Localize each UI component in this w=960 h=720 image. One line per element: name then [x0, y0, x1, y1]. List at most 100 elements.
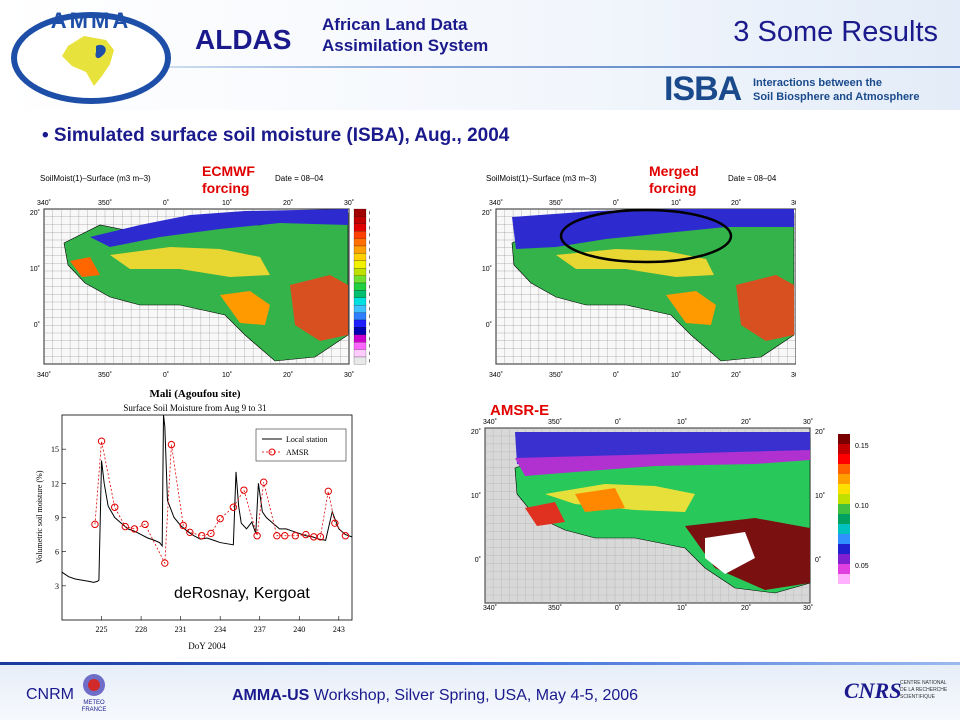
lat-ticks: 20˚ 10˚ 0˚ — [482, 209, 492, 329]
x-tick-label: 225 — [96, 625, 108, 634]
colorbar-label: 0.15 — [855, 443, 869, 450]
amsr-point — [91, 520, 99, 529]
highlight-ellipse — [559, 208, 733, 264]
amsr-point — [167, 440, 176, 449]
colorbar-label: 0.00 — [369, 358, 370, 365]
workshop-details: Workshop, Silver Spring, USA, May 4-5, 2… — [309, 687, 639, 704]
lon-tick-label: 340˚ — [489, 371, 503, 379]
colorbar-swatch — [838, 544, 850, 554]
colorbar-swatch — [353, 334, 367, 343]
amsr-point — [229, 503, 238, 511]
header-divider — [0, 66, 960, 68]
colorbar-label: 0.04 — [369, 343, 370, 350]
svg-text:Date = 08–04: Date = 08–04 — [728, 174, 777, 183]
merged-soil-moisture-map: SoilMoist(1)–Surface (m3 m–3) Date = 08–… — [482, 174, 796, 379]
lon-tick-label: 30˚ — [791, 371, 796, 379]
lon-tick-label: 20˚ — [731, 371, 741, 379]
colorbar-swatch — [838, 524, 850, 534]
x-axis-label: DoY 2004 — [188, 641, 226, 651]
lon-ticks-top: 340˚ 350˚ 0˚ 10˚ 20˚ 30˚ — [483, 418, 813, 426]
x-tick-label: 234 — [214, 625, 226, 634]
lon-tick-label: 30˚ — [344, 199, 354, 207]
lon-tick-label: 0˚ — [613, 199, 619, 207]
isba-subtitle: Interactions between the Soil Biosphere … — [753, 77, 920, 103]
x-tick-label: 228 — [135, 625, 147, 634]
y-tick-label: 6 — [55, 548, 59, 557]
colorbar-swatch — [353, 223, 367, 232]
colorbar-swatch — [353, 297, 367, 306]
x-tick-label: 240 — [293, 625, 305, 634]
amsr-point — [324, 487, 332, 496]
colorbar-swatch — [353, 327, 367, 335]
lon-tick-label: 30˚ — [344, 371, 354, 379]
lon-tick-label: 350˚ — [548, 604, 562, 612]
footer — [0, 665, 960, 720]
lon-tick-label: 10˚ — [677, 418, 687, 426]
colorbar-label: 0.08 — [369, 328, 370, 335]
colorbar-swatch — [353, 312, 367, 321]
svg-text:SoilMoist(1)–Surface (m3 m–3): SoilMoist(1)–Surface (m3 m–3) — [486, 174, 597, 183]
colorbar-swatch — [838, 574, 850, 584]
x-tick-label: 231 — [175, 625, 187, 634]
lat-tick-label: 0˚ — [815, 556, 821, 564]
lon-ticks-top: 340˚ 350˚ 0˚ 10˚ 20˚ 30˚ — [489, 199, 796, 207]
svg-text:CENTRE NATIONAL: CENTRE NATIONAL — [900, 680, 947, 686]
lat-tick-label: 10˚ — [815, 492, 825, 500]
legend: Local station AMSR — [255, 428, 347, 462]
lon-ticks-bottom: 340˚ 350˚ 0˚ 10˚ 20˚ 30˚ — [483, 604, 813, 612]
lon-tick-label: 350˚ — [549, 199, 563, 207]
colorbar-label: 0.32 — [369, 240, 370, 247]
colorbar-label: 0.26 — [369, 262, 370, 269]
amsr-point — [186, 528, 194, 537]
svg-text:SoilMoist(1)–Surface (m3 m–3): SoilMoist(1)–Surface (m3 m–3) — [40, 174, 151, 183]
amsr-point — [281, 532, 289, 540]
colorbar-swatch — [353, 238, 367, 247]
amsr-point — [198, 532, 206, 540]
workshop-name: AMMA-US — [232, 687, 310, 704]
colorbar-label: 0.36 — [369, 225, 370, 232]
chart-title: Mali (Agoufou site) — [149, 388, 240, 400]
lon-tick-label: 350˚ — [98, 371, 112, 379]
y-tick-label: 9 — [55, 514, 59, 523]
colorbar-swatch — [838, 504, 850, 514]
lon-tick-label: 10˚ — [671, 371, 681, 379]
ecmwf-label: ECMWF forcing — [202, 163, 255, 196]
lon-tick-label: 20˚ — [741, 418, 751, 426]
y-tick-label: 12 — [51, 479, 59, 488]
colorbar: 0.15 0.10 0.05 — [838, 434, 869, 584]
colorbar-label: 0.02 — [369, 351, 370, 358]
colorbar-label: 0.28 — [369, 254, 370, 261]
colorbar-swatch — [838, 484, 850, 494]
lat-tick-label: 20˚ — [471, 428, 481, 436]
lon-tick-label: 10˚ — [222, 371, 232, 379]
x-tick-label: 243 — [333, 625, 345, 634]
y-axis-label: Volumetric soil moisture (%) — [35, 470, 44, 563]
colorbar-swatch — [838, 434, 850, 444]
colorbar-swatch — [353, 356, 367, 365]
lat-tick-label: 10˚ — [471, 492, 481, 500]
colorbar-label: 0.38 — [369, 217, 370, 224]
amsr-line — [94, 441, 346, 565]
y-tick-label: 15 — [51, 445, 59, 454]
colorbar-label: 0.05 — [855, 563, 869, 570]
amsr-point — [121, 522, 129, 531]
amsr-point — [207, 529, 215, 538]
colorbar-swatch — [353, 208, 367, 217]
lat-tick-label: 0˚ — [486, 321, 492, 329]
amsr-point — [111, 503, 119, 511]
colorbar-swatch — [353, 282, 367, 291]
colorbar-swatch — [353, 245, 367, 254]
amsr-e-label: AMSR-E — [490, 402, 550, 419]
colorbar-label: 0.24 — [369, 269, 370, 276]
amsr-point — [291, 532, 300, 540]
chart-subtitle: Surface Soil Moisture from Aug 9 to 31 — [123, 403, 266, 413]
legend-amsr: AMSR — [286, 448, 309, 457]
lat-tick-label: 10˚ — [30, 265, 40, 273]
colorbar: 0.400.380.360.340.320.300.280.260.240.22… — [353, 208, 370, 365]
lon-tick-label: 340˚ — [483, 418, 497, 426]
colorbar-swatch — [353, 342, 367, 350]
amsr-point — [302, 530, 310, 539]
svg-text:SCIENTIFIQUE: SCIENTIFIQUE — [900, 694, 936, 700]
lat-tick-label: 20˚ — [482, 209, 492, 217]
colorbar-swatch — [353, 253, 367, 261]
